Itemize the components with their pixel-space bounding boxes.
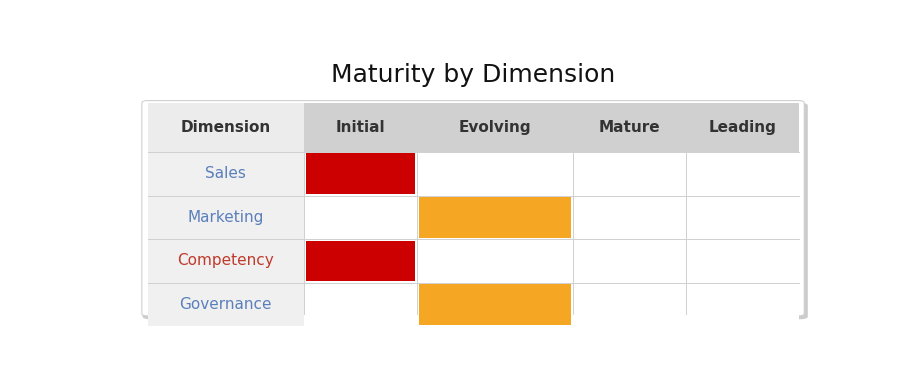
Bar (573, 103, 686, 152)
Text: Initial: Initial (335, 120, 385, 135)
Bar (148, 152, 798, 196)
Text: Marketing: Marketing (187, 210, 264, 225)
Text: Sales: Sales (205, 166, 246, 181)
Bar (304, 103, 416, 152)
Text: Competency: Competency (177, 253, 274, 268)
Bar (306, 153, 414, 194)
Text: Governance: Governance (179, 297, 272, 312)
Text: Mature: Mature (599, 120, 660, 135)
Text: Leading: Leading (708, 120, 776, 135)
Text: Dimension: Dimension (181, 120, 270, 135)
Bar (148, 152, 304, 196)
Bar (416, 103, 573, 152)
FancyBboxPatch shape (142, 103, 808, 319)
Bar (148, 239, 304, 283)
Bar (148, 283, 304, 326)
Bar (148, 196, 304, 239)
Bar (419, 197, 571, 238)
Bar (148, 196, 798, 239)
Bar (148, 239, 798, 283)
Bar (148, 283, 798, 326)
Text: Maturity by Dimension: Maturity by Dimension (331, 64, 615, 88)
Text: Evolving: Evolving (459, 120, 531, 135)
Bar (686, 103, 798, 152)
FancyBboxPatch shape (142, 101, 804, 316)
Bar (306, 241, 414, 281)
Bar (148, 103, 304, 152)
Bar (419, 284, 571, 325)
